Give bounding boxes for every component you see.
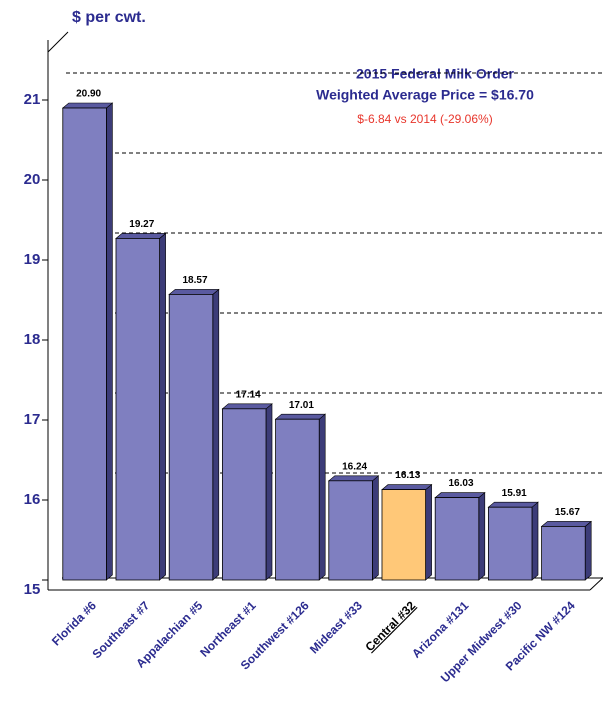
bar — [168, 293, 214, 581]
bar-side — [372, 475, 379, 581]
x-tick-label: Mideast #33 — [307, 598, 365, 656]
data-label: 17.01 — [289, 400, 314, 411]
bar-side — [531, 501, 539, 581]
bar-top — [434, 492, 486, 498]
y-tick-label: 21 — [24, 91, 41, 108]
data-label: 16.24 — [342, 461, 367, 472]
data-label: 17.14 — [236, 389, 261, 400]
bar — [115, 237, 161, 581]
bar-top — [381, 484, 433, 490]
y-tick-label: 20 — [24, 171, 41, 188]
y-tick-label: 19 — [24, 251, 41, 268]
bar-top — [274, 413, 327, 420]
x-tick-group: Central #32 — [363, 598, 419, 654]
data-label: 16.13 — [395, 470, 420, 481]
bar-side — [212, 288, 220, 581]
bar-top — [115, 233, 167, 239]
data-label: 15.67 — [555, 507, 580, 518]
x-tick-label: Florida #6 — [49, 598, 99, 648]
bar-top — [221, 403, 273, 410]
bar-top — [327, 475, 380, 482]
bar-side — [106, 102, 113, 581]
bar-side — [318, 413, 326, 581]
x-tick-group: Mideast #33 — [307, 598, 365, 656]
bar — [487, 506, 533, 581]
bar-side — [478, 491, 486, 581]
bar — [62, 107, 107, 581]
bar-top — [61, 102, 114, 109]
data-label: 16.03 — [448, 478, 473, 489]
chart-title: 2015 Federal Milk Order — [356, 66, 515, 82]
y-axis-label: $ per cwt. — [72, 9, 146, 26]
annotation: $-6.84 vs 2014 (-29.06%) — [357, 112, 492, 126]
chart-subtitle: Weighted Average Price = $16.70 — [316, 87, 534, 103]
axis-frame — [47, 31, 69, 53]
bar — [434, 497, 480, 581]
bar-side — [584, 520, 592, 581]
data-label: 15.91 — [502, 488, 527, 499]
y-tick-label: 16 — [24, 491, 41, 508]
data-label: 20.90 — [76, 89, 101, 100]
y-tick-label: 15 — [24, 581, 41, 598]
x-tick-group: Florida #6 — [49, 598, 99, 648]
data-label: 19.27 — [129, 219, 154, 230]
bar-top — [487, 501, 539, 508]
bar — [381, 489, 427, 581]
bar-top — [168, 289, 220, 295]
bar — [328, 480, 373, 581]
bar-side — [425, 483, 432, 581]
y-tick-label: 18 — [24, 331, 41, 348]
bar-side — [265, 403, 273, 581]
bar-side — [159, 232, 166, 581]
bar — [541, 526, 586, 581]
data-label: 18.57 — [182, 275, 207, 286]
x-tick-label: Central #32 — [363, 598, 419, 654]
bar-top — [540, 521, 593, 527]
bar — [275, 418, 320, 581]
y-tick-label: 17 — [24, 411, 41, 428]
bar — [221, 408, 267, 581]
